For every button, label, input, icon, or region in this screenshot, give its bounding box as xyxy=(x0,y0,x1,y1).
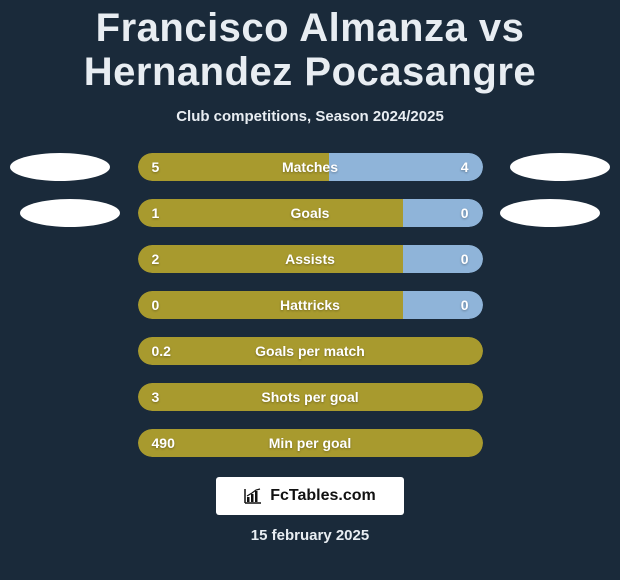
stat-label: Min per goal xyxy=(269,435,351,451)
stat-row: 1 0 Goals xyxy=(0,199,620,227)
stat-bar: 0.2 Goals per match xyxy=(138,337,483,365)
stat-label: Shots per goal xyxy=(261,389,358,405)
stat-value-left: 490 xyxy=(152,435,175,451)
stat-value-left: 5 xyxy=(152,159,160,175)
bar-segment-right xyxy=(403,199,482,227)
stat-row: 0.2 Goals per match xyxy=(0,337,620,365)
bar-segment-left xyxy=(138,245,404,273)
stat-row: 0 0 Hattricks xyxy=(0,291,620,319)
stat-value-left: 0 xyxy=(152,297,160,313)
stat-bar: 0 0 Hattricks xyxy=(138,291,483,319)
stat-value-right: 0 xyxy=(461,251,469,267)
date-label: 15 february 2025 xyxy=(251,527,369,544)
bar-segment-left xyxy=(138,199,404,227)
stat-label: Assists xyxy=(285,251,335,267)
stat-value-left: 2 xyxy=(152,251,160,267)
stat-label: Matches xyxy=(282,159,338,175)
player-marker-left xyxy=(20,199,120,227)
stat-value-left: 0.2 xyxy=(152,343,171,359)
bar-segment-left xyxy=(138,291,404,319)
stat-bar: 1 0 Goals xyxy=(138,199,483,227)
player-marker-right xyxy=(510,153,610,181)
stat-value-left: 3 xyxy=(152,389,160,405)
stat-label: Goals xyxy=(291,205,330,221)
stat-row: 5 4 Matches xyxy=(0,153,620,181)
bar-segment-right xyxy=(329,153,482,181)
stat-value-right: 0 xyxy=(461,205,469,221)
stat-label: Goals per match xyxy=(255,343,365,359)
comparison-infographic: Francisco Almanza vs Hernandez Pocasangr… xyxy=(0,0,620,580)
stat-row: 2 0 Assists xyxy=(0,245,620,273)
stats-chart: 5 4 Matches 1 0 Goals 2 0 Assists 0 0 Hattricks 0.2 G… xyxy=(0,153,620,457)
player-marker-right xyxy=(500,199,600,227)
page-title: Francisco Almanza vs Hernandez Pocasangr… xyxy=(0,6,620,94)
bar-segment-right xyxy=(403,245,482,273)
stat-label: Hattricks xyxy=(280,297,340,313)
source-label: FcTables.com xyxy=(270,487,376,505)
stat-bar: 5 4 Matches xyxy=(138,153,483,181)
source-badge: FcTables.com xyxy=(216,477,404,515)
stat-value-right: 4 xyxy=(461,159,469,175)
stat-bar: 3 Shots per goal xyxy=(138,383,483,411)
stat-value-left: 1 xyxy=(152,205,160,221)
stat-row: 490 Min per goal xyxy=(0,429,620,457)
stat-bar: 490 Min per goal xyxy=(138,429,483,457)
stat-bar: 2 0 Assists xyxy=(138,245,483,273)
stat-row: 3 Shots per goal xyxy=(0,383,620,411)
bar-segment-right xyxy=(403,291,482,319)
chart-icon xyxy=(244,488,262,504)
subtitle: Club competitions, Season 2024/2025 xyxy=(176,108,444,125)
stat-value-right: 0 xyxy=(461,297,469,313)
player-marker-left xyxy=(10,153,110,181)
